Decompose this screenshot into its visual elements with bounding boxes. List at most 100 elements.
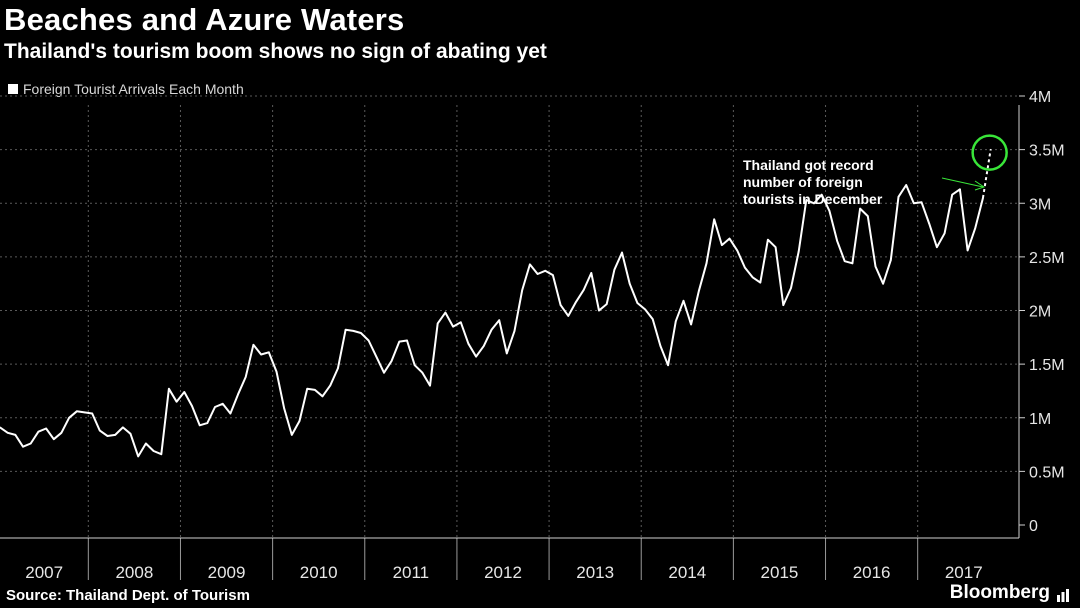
annotation-text: tourists in December: [743, 191, 883, 207]
data-point: [751, 276, 754, 279]
grid-layer: [0, 95, 1019, 538]
x-tick-label: 2012: [484, 563, 522, 582]
data-point: [552, 274, 554, 276]
data-point: [114, 434, 116, 436]
data-point: [68, 416, 70, 419]
annotation-arrowhead: [974, 180, 986, 191]
data-point: [859, 207, 861, 210]
data-point: [490, 329, 493, 331]
data-point: [890, 259, 892, 261]
x-tick-label: 2011: [393, 563, 430, 582]
data-point: [636, 302, 639, 304]
data-point: [866, 215, 869, 217]
data-point: [75, 410, 78, 413]
x-tick-label: 2014: [668, 563, 706, 582]
data-point: [690, 323, 692, 326]
data-point: [421, 371, 424, 374]
data-point: [237, 393, 239, 395]
data-point: [582, 289, 585, 291]
data-point: [721, 244, 723, 246]
data-point: [644, 308, 646, 311]
y-tick-label: 1M: [1029, 411, 1051, 428]
data-point: [705, 262, 708, 265]
data-point: [214, 406, 216, 408]
data-point: [152, 450, 155, 452]
data-point: [137, 455, 140, 458]
data-point: [436, 322, 439, 325]
data-point: [91, 412, 93, 415]
data-point: [767, 238, 769, 241]
data-point: [882, 282, 884, 285]
chart-subtitle: Thailand's tourism boom shows no sign of…: [4, 40, 547, 63]
data-point: [413, 364, 416, 366]
data-point: [713, 218, 715, 221]
data-point: [367, 339, 370, 342]
data-point: [698, 290, 700, 292]
data-point: [483, 345, 485, 347]
data-point: [728, 237, 731, 240]
data-point: [920, 201, 923, 203]
data-point: [206, 422, 209, 424]
y-tick-label: 2M: [1029, 304, 1051, 321]
data-point: [628, 282, 631, 285]
data-point: [145, 442, 147, 445]
data-point: [667, 364, 669, 366]
data-point: [797, 250, 800, 253]
y-tick-label: 4M: [1029, 89, 1051, 106]
bar-chart-icon: [1057, 589, 1069, 602]
data-point: [467, 342, 470, 345]
series-layer: [0, 148, 992, 458]
data-point: [874, 265, 877, 268]
data-point: [352, 330, 355, 332]
data-point: [37, 430, 40, 433]
data-point: [398, 340, 401, 343]
data-point: [275, 370, 278, 373]
data-point: [375, 355, 378, 358]
data-point: [83, 411, 86, 414]
chart-title: Beaches and Azure Waters: [4, 2, 405, 37]
data-point: [928, 222, 931, 225]
data-point: [306, 387, 308, 390]
x-tick-label: 2016: [853, 563, 891, 582]
data-point: [513, 330, 516, 332]
data-point: [337, 367, 339, 370]
data-point: [790, 287, 792, 289]
data-point: [521, 289, 523, 291]
data-point: [559, 304, 562, 306]
data-point: [836, 239, 838, 242]
legend-label: Foreign Tourist Arrivals Each Month: [23, 81, 244, 97]
data-point: [851, 262, 854, 265]
data-point: [605, 303, 608, 305]
data-point: [590, 272, 593, 274]
data-point: [298, 420, 301, 422]
data-point: [344, 329, 347, 331]
axis-layer: 0 0.5M 1M 1.5M 2M 2.5M 3M 3.5M 4M 2007 2008 2009 201…: [0, 89, 1065, 582]
data-point: [567, 315, 570, 317]
data-point: [444, 311, 447, 314]
data-point: [805, 199, 808, 201]
data-point: [982, 197, 984, 199]
data-point: [22, 445, 24, 448]
annotation-text: number of foreign: [743, 174, 863, 190]
data-point: [6, 431, 9, 434]
data-point: [913, 202, 915, 205]
data-point: [575, 301, 577, 303]
data-point: [459, 321, 462, 324]
series-line-last-segment: [981, 149, 992, 199]
data-point: [252, 344, 255, 346]
data-point: [260, 353, 262, 356]
data-point: [905, 184, 907, 186]
data-point: [244, 376, 247, 378]
data-point: [959, 188, 961, 191]
x-tick-label: 2017: [945, 563, 983, 582]
data-point: [191, 405, 193, 407]
data-point: [329, 384, 332, 387]
x-tick-label: 2010: [300, 563, 338, 582]
y-tick-label: 0.5M: [1029, 464, 1065, 481]
data-point: [314, 389, 316, 391]
data-point: [782, 304, 785, 306]
data-point: [820, 193, 823, 196]
data-point: [321, 395, 324, 398]
